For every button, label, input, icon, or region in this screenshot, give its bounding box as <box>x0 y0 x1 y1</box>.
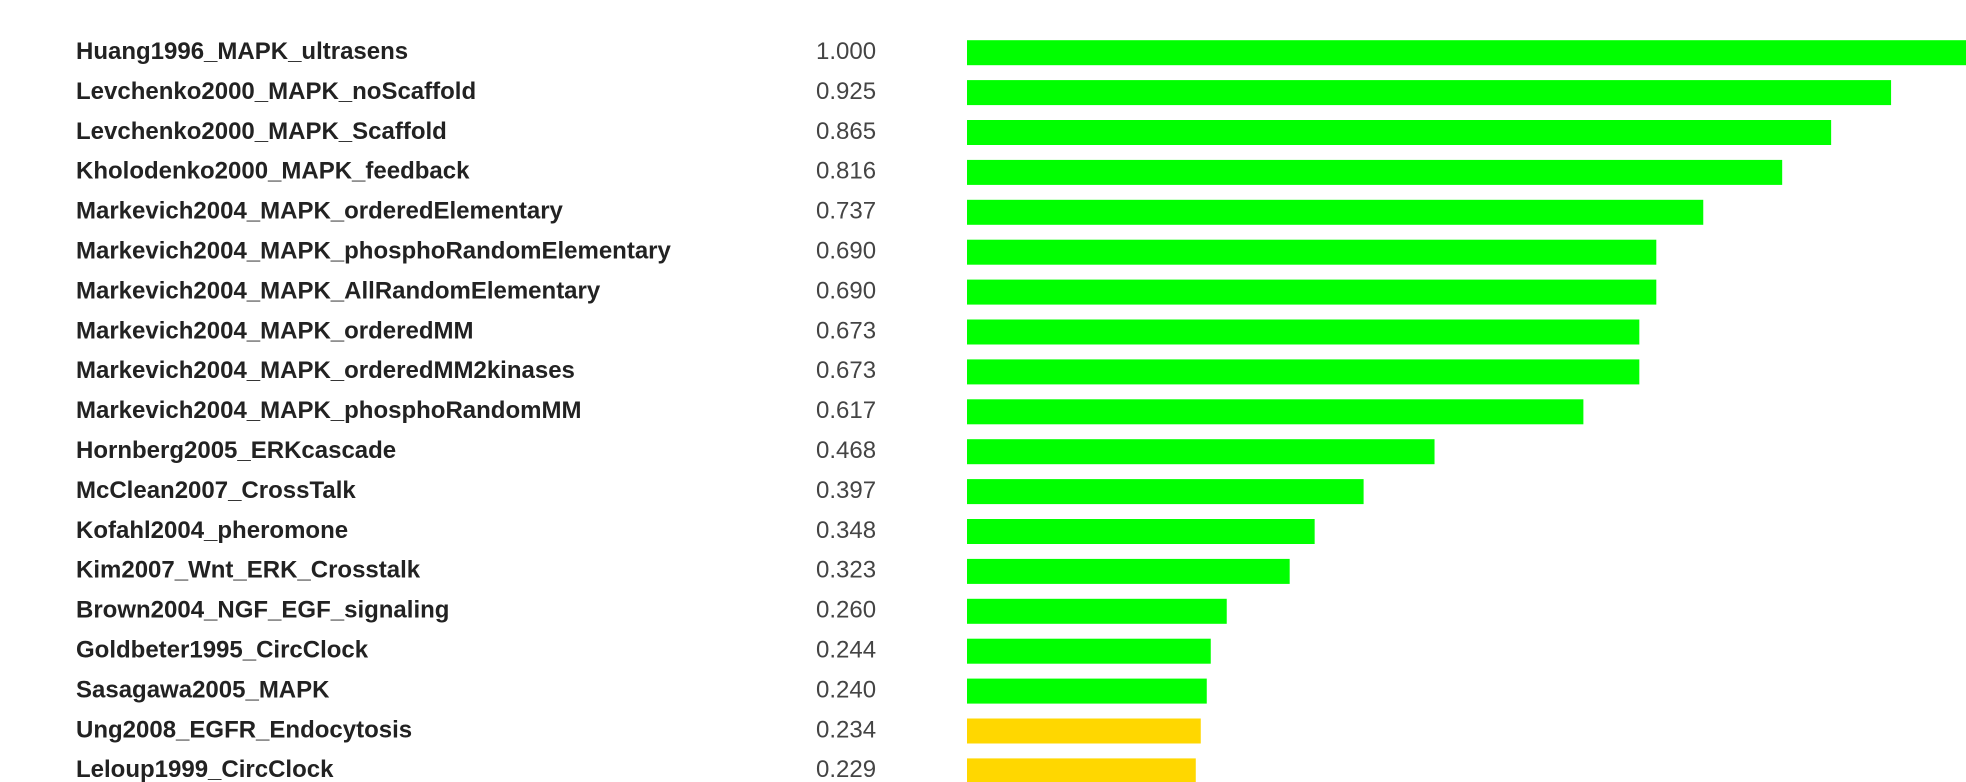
value-label: 0.244 <box>816 637 876 664</box>
row-label: Markevich2004_MAPK_orderedElementary <box>76 198 564 225</box>
value-label: 0.348 <box>816 517 876 544</box>
bar <box>967 399 1584 425</box>
value-label: 0.673 <box>816 357 876 384</box>
bar <box>967 519 1315 544</box>
bar <box>967 758 1196 782</box>
row-label: Levchenko2000_MAPK_noScaffold <box>76 78 476 105</box>
value-label: 0.397 <box>816 477 876 504</box>
row-label: Huang1996_MAPK_ultrasens <box>76 38 408 65</box>
bar <box>967 439 1435 465</box>
bar <box>967 319 1640 345</box>
bar <box>967 479 1364 505</box>
bar <box>967 239 1657 265</box>
bar <box>967 199 1704 225</box>
row-label: Levchenko2000_MAPK_Scaffold <box>76 118 447 145</box>
value-label: 1.000 <box>816 38 876 65</box>
value-label: 0.690 <box>816 238 876 265</box>
value-label: 0.673 <box>816 317 876 344</box>
row-label: Hornberg2005_ERKcascade <box>76 437 396 464</box>
value-label: 0.865 <box>816 118 876 145</box>
bar <box>967 359 1640 385</box>
bar <box>967 80 1892 106</box>
value-label: 0.323 <box>816 557 876 584</box>
row-label: McClean2007_CrossTalk <box>76 477 356 504</box>
row-label: Kholodenko2000_MAPK_feedback <box>76 158 470 185</box>
row-label: Leloup1999_CircClock <box>76 756 334 782</box>
row-label: Markevich2004_MAPK_phosphoRandomElementa… <box>76 238 672 265</box>
bar <box>967 120 1832 145</box>
value-label: 0.816 <box>816 158 876 185</box>
value-label: 0.690 <box>816 277 876 304</box>
row-label: Sasagawa2005_MAPK <box>76 676 330 703</box>
row-label: Kim2007_Wnt_ERK_Crosstalk <box>76 557 421 584</box>
row-label: Kofahl2004_pheromone <box>76 517 348 544</box>
value-label: 0.468 <box>816 437 876 464</box>
value-label: 0.617 <box>816 397 876 424</box>
row-label: Markevich2004_MAPK_AllRandomElementary <box>76 277 601 304</box>
row-label: Markevich2004_MAPK_phosphoRandomMM <box>76 397 581 424</box>
value-label: 0.229 <box>816 756 876 782</box>
value-label: 0.260 <box>816 597 876 624</box>
bar <box>967 558 1290 584</box>
bar <box>967 279 1657 305</box>
bar <box>967 638 1211 664</box>
value-label: 0.240 <box>816 676 876 703</box>
bar <box>967 678 1207 704</box>
bar <box>967 598 1227 624</box>
bar <box>967 40 1966 66</box>
row-label: Markevich2004_MAPK_orderedMM <box>76 317 474 344</box>
row-label: Goldbeter1995_CircClock <box>76 637 369 664</box>
row-label: Ung2008_EGFR_Endocytosis <box>76 716 412 743</box>
value-label: 0.925 <box>816 78 876 105</box>
value-label: 0.737 <box>816 198 876 225</box>
bar <box>967 718 1201 744</box>
row-label: Markevich2004_MAPK_orderedMM2kinases <box>76 357 575 384</box>
bar <box>967 159 1783 185</box>
row-label: Brown2004_NGF_EGF_signaling <box>76 597 449 624</box>
value-label: 0.234 <box>816 716 876 743</box>
